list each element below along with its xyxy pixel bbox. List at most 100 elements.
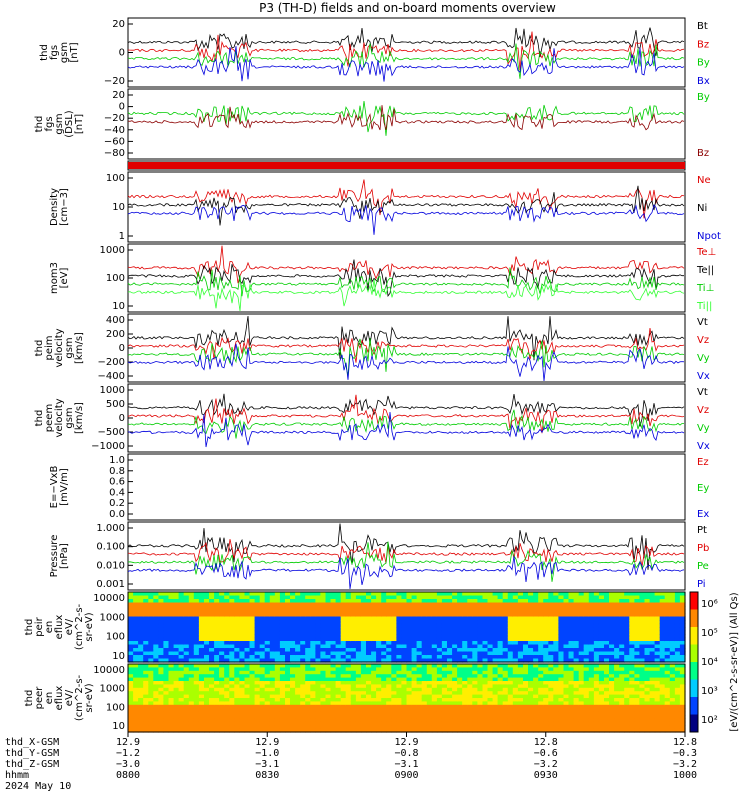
- spec-9-cell: [512, 602, 519, 607]
- spec-10-cell: [264, 704, 271, 709]
- x-tick-label: 12.8: [534, 737, 558, 748]
- spec-9-cell: [168, 634, 175, 639]
- spec-9-cell: [669, 620, 676, 625]
- spec-9-cell: [644, 655, 651, 660]
- spec-9-cell: [325, 644, 332, 649]
- spec-9-cell: [295, 606, 301, 611]
- spec-10-cell: [345, 684, 352, 689]
- spec-10-cell: [679, 698, 686, 702]
- spec-10-cell: [533, 715, 539, 719]
- spec-9-cell: [138, 658, 144, 663]
- spec-9-cell: [340, 655, 347, 660]
- spec-9-cell: [523, 644, 529, 649]
- spec-9-cell: [269, 595, 276, 600]
- spec-9-cell: [315, 627, 322, 632]
- spec-10-cell: [528, 674, 534, 679]
- spec-10-cell: [523, 691, 529, 696]
- spec-10-cell: [447, 704, 453, 709]
- spec-9-cell: [436, 634, 443, 639]
- spec-9-cell: [679, 592, 686, 597]
- spec-10-cell: [300, 728, 306, 733]
- spec-10-cell: [649, 698, 656, 702]
- spec-10-cell: [593, 674, 600, 679]
- spec-9-cell: [173, 651, 180, 656]
- spec-10-cell: [371, 681, 377, 685]
- spec-9-cell: [624, 623, 630, 628]
- spec-9-cell: [431, 613, 438, 618]
- spec-10-cell: [381, 687, 387, 692]
- spec-10-cell: [204, 711, 210, 716]
- spec-10-cell: [193, 721, 200, 726]
- spec-9-cell: [548, 648, 554, 653]
- spec-10-cell: [158, 684, 165, 689]
- spec-10-cell: [264, 728, 271, 733]
- spec-9-cell: [239, 613, 246, 618]
- spec-9-cell: [229, 620, 235, 625]
- spec-10-cell: [133, 684, 139, 689]
- spec-9-cell: [517, 613, 524, 618]
- spec-9-cell: [310, 602, 316, 607]
- spec-9-cell: [300, 609, 306, 614]
- spec-9-cell: [153, 616, 159, 621]
- spec-9-cell: [244, 641, 251, 646]
- spec-9-cell: [649, 609, 656, 614]
- spec-10-cell: [517, 728, 524, 733]
- panel-1-ylabel: gsm: [54, 113, 65, 134]
- spec-9-cell: [629, 651, 635, 656]
- spec-9-cell: [244, 644, 251, 649]
- spec-10-cell: [295, 718, 301, 723]
- spec-10-cell: [269, 674, 276, 679]
- spec-10-cell: [634, 708, 641, 713]
- spec-10-cell: [609, 718, 615, 723]
- spec-10-cell: [406, 704, 413, 709]
- spec-10-cell: [517, 701, 524, 706]
- spec-9-cell: [674, 627, 681, 632]
- spec-10-cell: [345, 728, 352, 733]
- spec-10-cell: [219, 698, 225, 702]
- spec-10-cell: [507, 664, 514, 668]
- spec-10-cell: [629, 728, 635, 733]
- spec-9-cell: [285, 641, 291, 646]
- spec-10-cell: [573, 708, 580, 713]
- spec-9-cell: [558, 613, 565, 618]
- spec-10-cell: [421, 694, 428, 699]
- spec-10-cell: [198, 721, 205, 726]
- spec-9-cell: [553, 616, 559, 621]
- panel-3-legend-Ne: Ne: [697, 175, 711, 186]
- spec-9-cell: [406, 651, 413, 656]
- spec-10-cell: [533, 694, 539, 699]
- spec-10-cell: [431, 691, 438, 696]
- spec-10-cell: [644, 721, 651, 726]
- spec-9-cell: [629, 616, 635, 621]
- spec-9-cell: [350, 655, 357, 660]
- spec-9-cell: [386, 648, 392, 653]
- spec-10-cell: [183, 715, 190, 719]
- spec-10-cell: [431, 721, 438, 726]
- spec-10-cell: [624, 718, 630, 723]
- spec-10-cell: [477, 701, 484, 706]
- spec-9-cell: [598, 623, 605, 628]
- spec-10-cell: [391, 681, 397, 685]
- spec-9-cell: [517, 630, 524, 635]
- spec-9-cell: [614, 658, 620, 663]
- spec-10-cell: [644, 684, 651, 689]
- spec-10-cell: [325, 674, 332, 679]
- x-tick-label: −3.2: [534, 759, 558, 770]
- spec-10-cell: [183, 687, 190, 692]
- spec-10-cell: [204, 677, 210, 682]
- spec-10-cell: [330, 694, 337, 699]
- spec-9-cell: [133, 602, 139, 607]
- spec-10-cell: [472, 698, 478, 702]
- spec-9-cell: [239, 641, 246, 646]
- spec-9-cell: [168, 644, 175, 649]
- spec-9-cell: [396, 644, 403, 649]
- spec-9-cell: [533, 655, 539, 660]
- spec-10-cell: [548, 677, 554, 682]
- spec-9-cell: [447, 641, 453, 646]
- spec-9-cell: [598, 634, 605, 639]
- spec-10-cell: [441, 670, 448, 675]
- spec-9-cell: [512, 627, 519, 632]
- spec-10-cell: [679, 674, 686, 679]
- spec-9-cell: [310, 599, 316, 604]
- spec-10-cell: [528, 681, 534, 685]
